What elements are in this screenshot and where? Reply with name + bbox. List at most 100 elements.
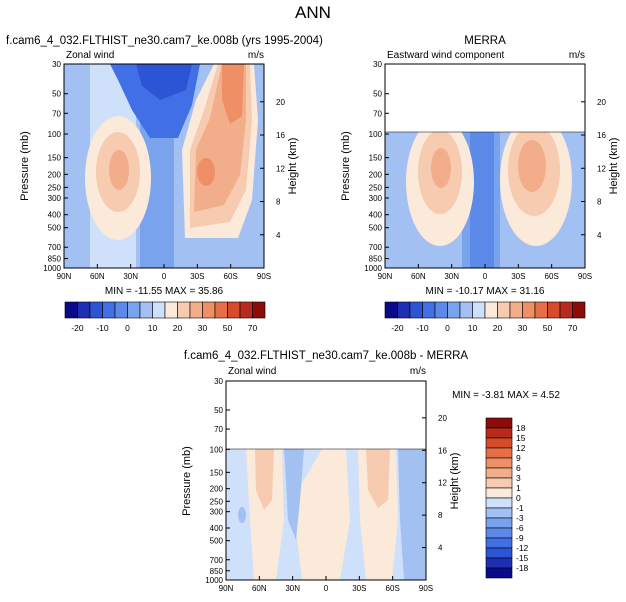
colorbar-swatch xyxy=(509,301,523,319)
colorbar-swatch xyxy=(484,301,498,319)
field-neg-blob xyxy=(238,507,246,523)
colorbar-label: 30 xyxy=(518,323,528,333)
panel-model-stats: MIN = -11.55 MAX = 35.86 xyxy=(105,286,224,297)
panel-merra: MERRA Eastward wind component m/s 90N 60N… xyxy=(340,35,620,297)
y-tick-label: 400 xyxy=(48,211,62,220)
field-sjet-core xyxy=(197,158,215,186)
panel-model-field xyxy=(64,64,264,268)
y2-tick-label: 8 xyxy=(438,511,443,520)
panel-merra-field xyxy=(385,132,585,268)
y2-tick-label: 8 xyxy=(597,198,602,207)
x-tick-label: 0 xyxy=(324,584,329,593)
colorbar-swatch xyxy=(485,507,513,519)
y-tick-label: 700 xyxy=(369,243,383,252)
panel-model-ylabel: Pressure (mb) xyxy=(19,131,31,201)
y-tick-label: 100 xyxy=(369,130,383,139)
colorbar-swatch xyxy=(239,301,253,319)
colorbar-model: -20 -10 0 10 20 30 50 70 xyxy=(64,301,266,333)
colorbar-swatch xyxy=(214,301,228,319)
colorbar-swatch xyxy=(522,301,536,319)
x-tick-label: 60S xyxy=(224,272,238,281)
panel-model-y2label: Height (km) xyxy=(287,138,299,195)
colorbar-label: 6 xyxy=(516,463,521,473)
x-tick-label: 60N xyxy=(252,584,267,593)
x-tick-label: 90N xyxy=(57,272,72,281)
y2-tick-label: 4 xyxy=(438,544,443,553)
y2-tick-label: 16 xyxy=(276,131,285,140)
colorbar-label: 50 xyxy=(543,323,553,333)
y-tick-label: 150 xyxy=(369,154,383,163)
colorbar-swatch xyxy=(89,301,103,319)
x-tick-label: 30N xyxy=(123,272,138,281)
y2-tick-label: 8 xyxy=(276,198,281,207)
field-neg-nh xyxy=(284,449,304,540)
y-tick-label: 50 xyxy=(373,90,382,99)
field-njet-core xyxy=(431,148,451,188)
colorbar-swatch xyxy=(485,497,513,509)
colorbar-label: 15 xyxy=(516,433,526,443)
field-sjet-core xyxy=(518,140,546,192)
colorbar-swatch xyxy=(397,301,411,319)
x-tick-label: 60S xyxy=(386,584,400,593)
panel-merra-y2label: Height (km) xyxy=(608,138,620,195)
x-tick-label: 30S xyxy=(190,272,204,281)
colorbar-swatch xyxy=(114,301,128,319)
colorbar-swatch xyxy=(485,437,513,449)
x-tick-label: 90S xyxy=(419,584,433,593)
colorbar-label: 3 xyxy=(516,473,521,483)
y2-tick-label: 4 xyxy=(276,231,281,240)
panel-diff-title: f.cam6_4_032.FLTHIST_ne30.cam7_ke.008b -… xyxy=(184,350,469,362)
y-tick-label: 150 xyxy=(210,468,224,477)
y2-tick-label: 12 xyxy=(276,164,285,173)
x-tick-label: 60S xyxy=(545,272,559,281)
colorbar-swatch xyxy=(127,301,141,319)
y-tick-label: 250 xyxy=(48,183,62,192)
colorbar-swatch xyxy=(485,477,513,489)
x-tick-label: 90S xyxy=(257,272,271,281)
panel-diff-field xyxy=(226,449,426,580)
colorbar-swatch xyxy=(472,301,486,319)
x-tick-label: 0 xyxy=(162,272,167,281)
colorbar-swatch xyxy=(497,301,511,319)
x-tick-label: 0 xyxy=(483,272,488,281)
y2-tick-label: 12 xyxy=(597,164,606,173)
colorbar-swatch xyxy=(485,487,513,499)
x-tick-label: 60N xyxy=(411,272,426,281)
colorbar-label: 70 xyxy=(568,323,578,333)
colorbar-label: 1 xyxy=(516,483,521,493)
colorbar-swatch xyxy=(485,447,513,459)
y-tick-label: 70 xyxy=(214,425,223,434)
colorbar-swatch xyxy=(485,527,513,539)
colorbar-label: 0 xyxy=(516,493,521,503)
colorbar-swatch xyxy=(485,427,513,439)
colorbar-merra: -20 -10 0 10 20 30 50 70 xyxy=(384,301,586,333)
colorbar-swatch xyxy=(102,301,116,319)
colorbar-swatch xyxy=(447,301,461,319)
colorbar-label: -12 xyxy=(516,543,529,553)
colorbar-label: 50 xyxy=(223,323,233,333)
field-band-tropics-core xyxy=(470,132,494,268)
colorbar-swatch xyxy=(177,301,191,319)
y2-tick-label: 4 xyxy=(597,231,602,240)
colorbar-swatch xyxy=(189,301,203,319)
field-pos-sh-core xyxy=(366,449,390,508)
colorbar-swatch xyxy=(534,301,548,319)
y-tick-label: 500 xyxy=(369,224,383,233)
panel-model-title: f.cam6_4_032.FLTHIST_ne30.cam7_ke.008b (… xyxy=(6,35,323,47)
y2-tick-label: 20 xyxy=(276,98,285,107)
panel-model-subtitle-right: m/s xyxy=(248,50,264,61)
y-tick-label: 200 xyxy=(210,485,224,494)
colorbar-swatch xyxy=(459,301,473,319)
colorbar-label: 10 xyxy=(468,323,478,333)
y-tick-label: 30 xyxy=(52,60,61,69)
panel-diff: f.cam6_4_032.FLTHIST_ne30.cam7_ke.008b -… xyxy=(181,350,560,593)
colorbar-swatch xyxy=(409,301,423,319)
panel-diff-y2label: Height (km) xyxy=(449,453,461,510)
colorbar-swatch xyxy=(139,301,153,319)
panel-merra-subtitle-left: Eastward wind component xyxy=(387,50,505,61)
colorbar-swatch xyxy=(572,301,586,319)
y2-tick-label: 20 xyxy=(438,414,447,423)
colorbar-label: -20 xyxy=(71,323,84,333)
y2-tick-label: 16 xyxy=(597,131,606,140)
y-tick-label: 100 xyxy=(210,445,224,454)
